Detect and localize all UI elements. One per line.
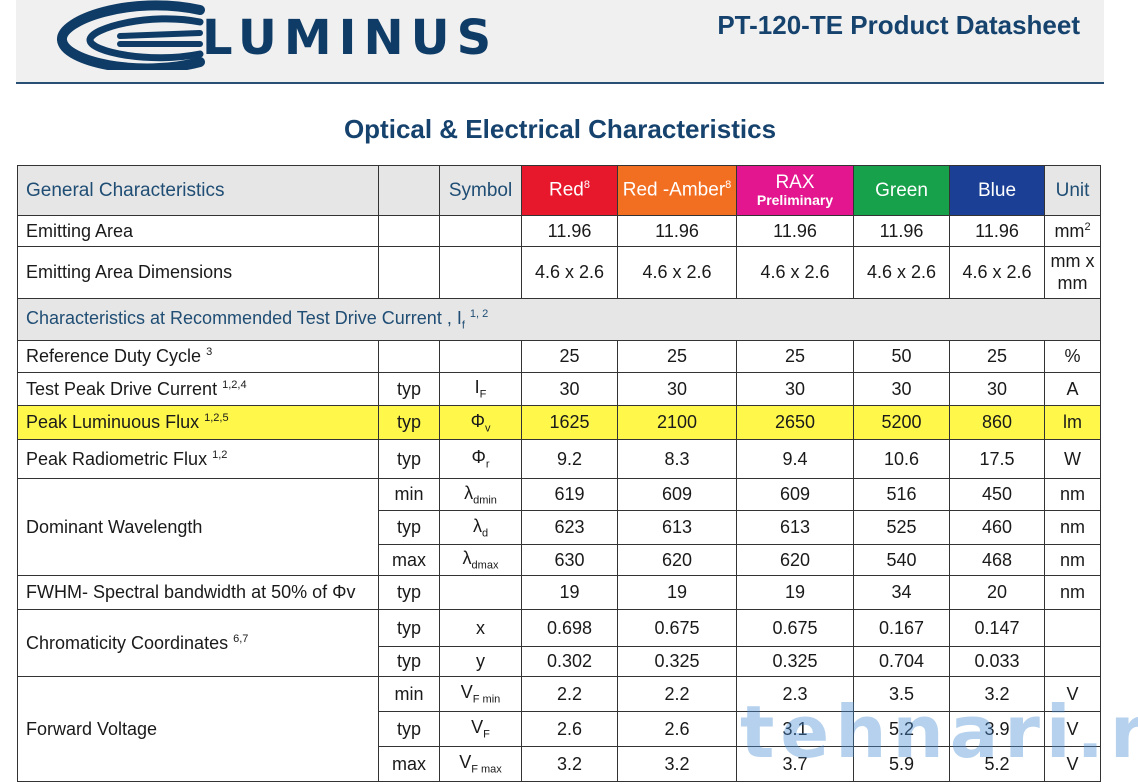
header-green: Green: [853, 165, 950, 216]
header-unit: Unit: [1044, 165, 1101, 216]
table-header-row: General Characteristics Symbol Red8 Red …: [17, 165, 1101, 216]
table-row: Emitting Area Dimensions 4.6 x 2.6 4.6 x…: [17, 246, 1101, 299]
table-row: Chromaticity Coordinates 6,7 typ x 0.698…: [17, 609, 1101, 677]
datasheet-header: LUMINUS PT-120-TE Product Datasheet: [16, 0, 1104, 84]
header-red: Red8: [521, 165, 618, 216]
section-title: Optical & Electrical Characteristics: [343, 114, 777, 144]
header-blank: [378, 165, 440, 216]
highlighted-row: Peak Luminuous Flux 1,2,5 typ Φv 1625 21…: [17, 405, 1101, 440]
table-row: Peak Radiometric Flux 1,2 typ Φr 9.2 8.3…: [17, 439, 1101, 479]
luminus-logo: [57, 0, 205, 70]
characteristics-table: General Characteristics Symbol Red8 Red …: [17, 165, 1101, 782]
table-row: typ VF 2.6 2.6 3.1 5.2 3.9 V: [18, 711, 1101, 747]
header-symbol: Symbol: [439, 165, 522, 216]
table-row: typ λd 623 613 613 525 460 nm: [18, 510, 1101, 545]
header-red-amber: Red -Amber8: [617, 165, 737, 216]
table-row: max VF max 3.2 3.2 3.7 5.9 5.2 V: [18, 746, 1101, 782]
datasheet-title: PT-120-TE Product Datasheet: [717, 10, 1080, 40]
table-row: Dominant Wavelength min λdmin 619 609 60…: [17, 478, 1101, 576]
table-row: Reference Duty Cycle 3 25 25 25 50 25 %: [17, 340, 1101, 373]
header-general: General Characteristics: [17, 165, 379, 216]
table-row: typ y 0.302 0.325 0.325 0.704 0.033: [18, 646, 1101, 677]
section-row: Characteristics at Recommended Test Driv…: [17, 298, 1101, 341]
table-row: FWHM- Spectral bandwidth at 50% of Φv ty…: [17, 575, 1101, 610]
header-rax: RAX Preliminary: [736, 165, 854, 216]
header-blue: Blue: [949, 165, 1045, 216]
brand-name: LUMINUS: [202, 10, 499, 66]
table-row: Test Peak Drive Current 1,2,4 typ IF 30 …: [17, 372, 1101, 406]
table-row: Forward Voltage min VF min 2.2 2.2 2.3 3…: [17, 676, 1101, 782]
table-row: Emitting Area 11.96 11.96 11.96 11.96 11…: [17, 215, 1101, 247]
